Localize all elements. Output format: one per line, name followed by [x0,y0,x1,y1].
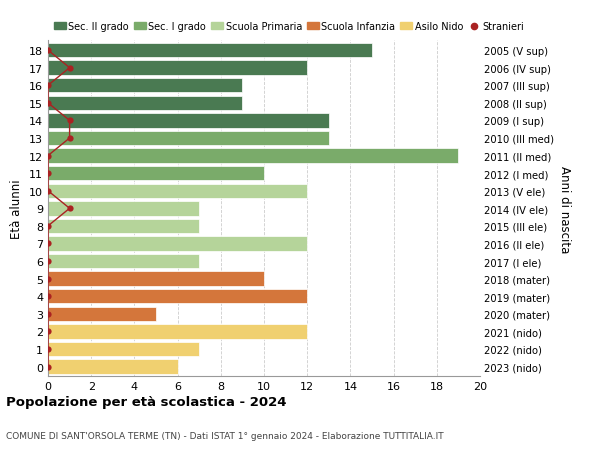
Bar [48,44,372,58]
Bar [48,96,242,111]
Bar [48,272,264,286]
Bar [48,149,458,163]
Bar [48,202,199,216]
Bar [48,325,307,339]
Legend: Sec. II grado, Sec. I grado, Scuola Primaria, Scuola Infanzia, Asilo Nido, Stran: Sec. II grado, Sec. I grado, Scuola Prim… [53,21,526,33]
Bar [48,237,307,251]
Bar [48,289,307,304]
Bar [48,114,329,129]
Bar [48,342,199,356]
Bar [48,184,307,198]
Bar [48,167,264,181]
Bar [48,307,156,321]
Bar [48,359,178,374]
Bar [48,219,199,234]
Y-axis label: Età alunni: Età alunni [10,179,23,239]
Bar [48,254,199,269]
Bar [48,62,307,76]
Text: COMUNE DI SANT'ORSOLA TERME (TN) - Dati ISTAT 1° gennaio 2024 - Elaborazione TUT: COMUNE DI SANT'ORSOLA TERME (TN) - Dati … [6,431,443,441]
Bar [48,79,242,93]
Bar [48,131,329,146]
Y-axis label: Anni di nascita: Anni di nascita [558,165,571,252]
Text: Popolazione per età scolastica - 2024: Popolazione per età scolastica - 2024 [6,395,287,408]
